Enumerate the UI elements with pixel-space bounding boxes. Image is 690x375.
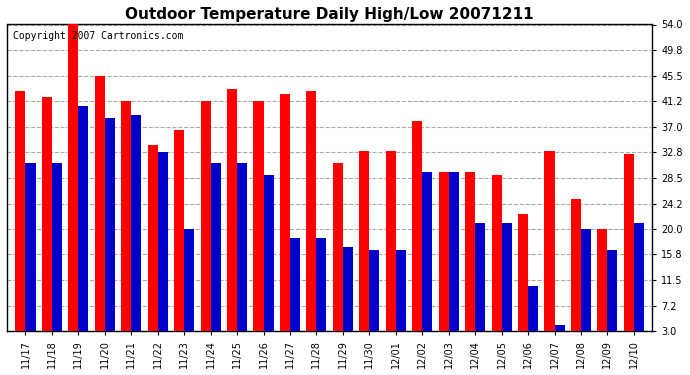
Bar: [253, 101, 264, 331]
Bar: [317, 238, 326, 331]
Bar: [174, 130, 184, 331]
Bar: [79, 106, 88, 331]
Bar: [343, 247, 353, 331]
Bar: [131, 115, 141, 331]
Bar: [227, 89, 237, 331]
Bar: [465, 172, 475, 331]
Bar: [412, 121, 422, 331]
Bar: [607, 250, 618, 331]
Bar: [634, 223, 644, 331]
Bar: [475, 223, 485, 331]
Bar: [386, 151, 396, 331]
Text: Copyright 2007 Cartronics.com: Copyright 2007 Cartronics.com: [13, 31, 184, 40]
Bar: [448, 172, 459, 331]
Bar: [502, 223, 512, 331]
Bar: [26, 163, 35, 331]
Bar: [210, 163, 221, 331]
Bar: [158, 152, 168, 331]
Bar: [528, 286, 538, 331]
Bar: [439, 172, 449, 331]
Bar: [68, 24, 79, 331]
Bar: [290, 238, 300, 331]
Bar: [396, 250, 406, 331]
Bar: [369, 250, 380, 331]
Bar: [264, 175, 274, 331]
Bar: [555, 325, 564, 331]
Title: Outdoor Temperature Daily High/Low 20071211: Outdoor Temperature Daily High/Low 20071…: [126, 7, 534, 22]
Bar: [237, 163, 247, 331]
Bar: [201, 101, 210, 331]
Bar: [95, 76, 105, 331]
Bar: [105, 118, 115, 331]
Bar: [148, 145, 158, 331]
Bar: [280, 94, 290, 331]
Bar: [571, 199, 581, 331]
Bar: [42, 97, 52, 331]
Bar: [15, 91, 26, 331]
Bar: [359, 151, 369, 331]
Bar: [491, 175, 502, 331]
Bar: [306, 91, 317, 331]
Bar: [184, 229, 194, 331]
Bar: [121, 101, 131, 331]
Bar: [581, 229, 591, 331]
Bar: [333, 163, 343, 331]
Bar: [598, 229, 607, 331]
Bar: [422, 172, 433, 331]
Bar: [544, 151, 555, 331]
Bar: [624, 154, 634, 331]
Bar: [518, 214, 528, 331]
Bar: [52, 163, 62, 331]
